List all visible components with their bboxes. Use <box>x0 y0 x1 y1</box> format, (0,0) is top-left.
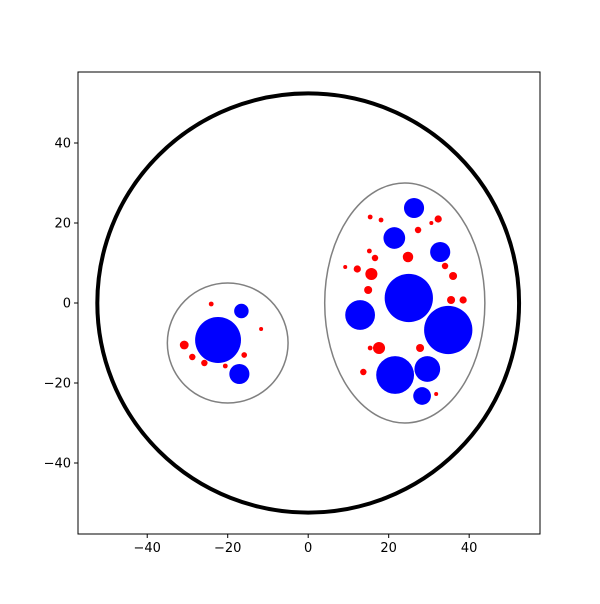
y-tick-label: −20 <box>44 377 71 392</box>
circle <box>459 296 467 304</box>
circle <box>259 326 264 332</box>
circle <box>241 352 248 358</box>
circle <box>441 262 449 270</box>
circle <box>367 345 373 351</box>
circle <box>201 359 208 367</box>
circle <box>353 265 361 273</box>
x-tick-label: 20 <box>380 541 397 556</box>
x-tick-label: 0 <box>304 541 312 556</box>
circle <box>376 356 415 394</box>
circle <box>447 295 456 305</box>
circle <box>189 353 196 361</box>
circle <box>195 317 241 363</box>
circle <box>208 301 214 307</box>
circle <box>378 217 384 223</box>
circle <box>414 226 422 234</box>
circle <box>366 248 372 254</box>
circle <box>343 264 348 270</box>
circle <box>222 363 228 369</box>
circle <box>383 227 406 249</box>
circle <box>413 387 431 405</box>
circle <box>434 215 442 223</box>
x-tick-label: 40 <box>461 541 478 556</box>
circle <box>384 273 433 323</box>
circle <box>430 241 451 263</box>
circle <box>424 305 473 355</box>
circle <box>345 300 375 330</box>
y-tick-label: 40 <box>54 137 71 152</box>
circle <box>449 271 458 281</box>
circle <box>403 197 425 219</box>
outline <box>166 282 289 404</box>
circle <box>234 303 249 319</box>
circle <box>416 343 425 353</box>
circle <box>372 341 386 355</box>
plot-area <box>78 72 540 534</box>
circle <box>402 251 414 263</box>
y-tick-label: −40 <box>44 457 71 472</box>
circle <box>434 391 439 397</box>
x-tick-label: −20 <box>214 541 241 556</box>
x-tick-label: −40 <box>134 541 161 556</box>
marks <box>95 91 522 515</box>
circle <box>360 368 367 376</box>
circle <box>364 285 373 295</box>
circle <box>367 214 373 220</box>
outline <box>323 182 486 424</box>
y-tick-label: 20 <box>54 217 71 232</box>
circle <box>179 340 189 350</box>
circle <box>229 363 250 385</box>
y-tick-label: 0 <box>63 297 71 312</box>
circle <box>414 356 441 382</box>
circle <box>371 254 379 262</box>
outline <box>95 91 522 515</box>
circle <box>429 220 434 226</box>
circle <box>365 267 378 281</box>
